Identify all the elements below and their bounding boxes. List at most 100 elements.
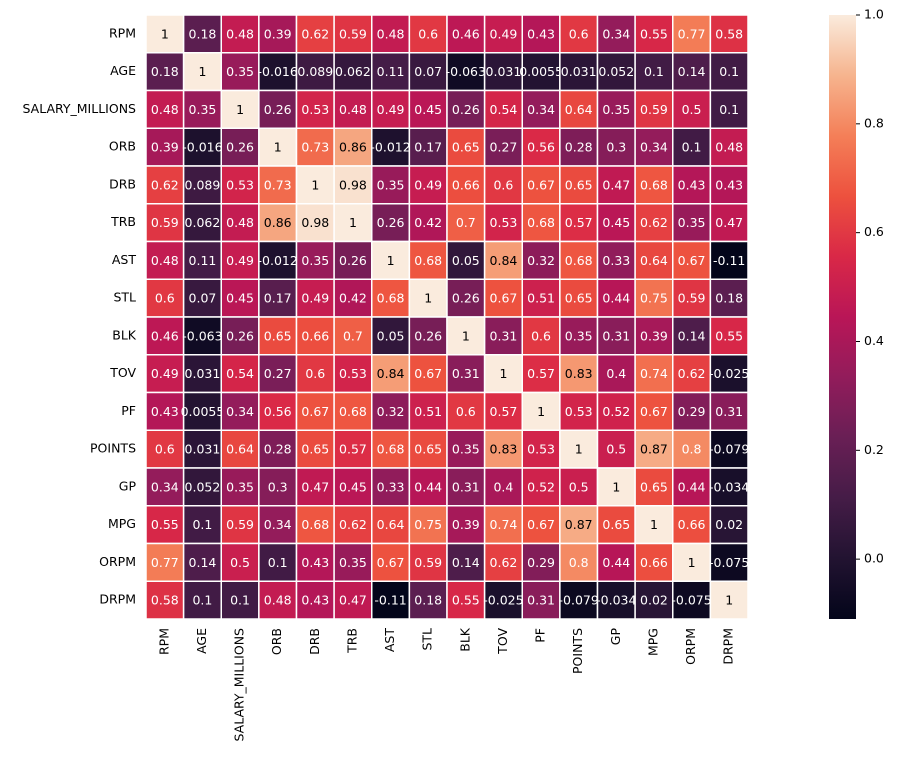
heatmap-cell (559, 240, 599, 280)
cell-label: 0.47 (602, 177, 630, 192)
heatmap-cell (521, 203, 561, 243)
cell-label: 0.35 (377, 177, 405, 192)
cell-label: 0.39 (264, 26, 292, 41)
cell-label: 0.64 (377, 517, 405, 532)
cell-label: 0.1 (192, 593, 212, 608)
cell-label: 0.6 (155, 291, 175, 306)
cell-label: 0.68 (301, 517, 329, 532)
cell-label: 0.35 (226, 479, 254, 494)
heatmap-cell (220, 316, 260, 356)
cell-label: 0.42 (414, 215, 442, 230)
heatmap-cell (596, 505, 636, 545)
cell-label: 1 (725, 593, 733, 608)
cell-label: 0.53 (339, 366, 367, 381)
heatmap-cell (220, 354, 260, 394)
cell-label: 1 (349, 215, 357, 230)
heatmap-cell (145, 52, 185, 92)
heatmap-cell (559, 429, 599, 469)
cell-label: 0.62 (151, 177, 179, 192)
cell-label: 0.45 (339, 479, 367, 494)
cell-label: 0.031 (185, 366, 221, 381)
heatmap-cell (408, 391, 448, 431)
cell-label: 0.59 (226, 517, 254, 532)
cell-label: 0.02 (640, 593, 668, 608)
cell-label: 0.48 (377, 26, 405, 41)
heatmap-cell (521, 316, 561, 356)
cell-label: 0.1 (268, 555, 288, 570)
heatmap-cell (182, 203, 222, 243)
heatmap-cell (258, 354, 298, 394)
cell-label: 0.27 (264, 366, 292, 381)
cell-label: 0.052 (185, 479, 221, 494)
cell-label: 0.75 (640, 291, 668, 306)
heatmap-cell (408, 278, 448, 318)
cell-label: 0.31 (602, 328, 630, 343)
cell-label: 0.31 (527, 593, 555, 608)
cell-label: 0.6 (155, 442, 175, 457)
cell-label: 0.65 (565, 291, 593, 306)
cell-label: 1 (198, 64, 206, 79)
cell-label: 0.83 (490, 442, 518, 457)
cell-label: 0.3 (268, 479, 288, 494)
cell-label: 0.48 (226, 26, 254, 41)
cell-label: 1 (387, 253, 395, 268)
cell-label: 0.48 (226, 215, 254, 230)
cell-label: -0.012 (258, 253, 298, 268)
cell-label: -0.11 (374, 593, 406, 608)
heatmap-cell (709, 316, 749, 356)
cell-label: 0.48 (715, 140, 743, 155)
cell-label: 0.26 (452, 102, 480, 117)
cell-label: 0.17 (264, 291, 292, 306)
cell-label: 0.43 (301, 593, 329, 608)
heatmap-cell (333, 505, 373, 545)
cell-label: 0.6 (305, 366, 325, 381)
cell-label: 0.54 (226, 366, 254, 381)
cell-label: 0.42 (339, 291, 367, 306)
cell-label: 0.56 (264, 404, 292, 419)
y-tick-label: BLK (112, 327, 137, 342)
cell-label: 0.34 (226, 404, 254, 419)
heatmap-cell (446, 278, 486, 318)
heatmap-cell (596, 542, 636, 582)
heatmap-cell (220, 127, 260, 167)
cell-label: 0.65 (414, 442, 442, 457)
heatmap-cell (295, 165, 335, 205)
y-tick-label: GP (119, 478, 137, 493)
heatmap-cell (295, 127, 335, 167)
cell-label: 0.58 (715, 26, 743, 41)
cell-label: 0.35 (301, 253, 329, 268)
cell-label: 0.33 (602, 253, 630, 268)
heatmap-cell (333, 316, 373, 356)
cell-label: 0.07 (189, 291, 217, 306)
cell-label: 0.86 (339, 140, 367, 155)
x-tick-label: AGE (194, 628, 209, 654)
y-tick-label: AST (112, 252, 136, 267)
cell-label: 0.29 (678, 404, 706, 419)
cell-label: 0.74 (640, 366, 668, 381)
heatmap-cell (672, 542, 712, 582)
cell-label: 0.66 (301, 328, 329, 343)
cell-label: 0.089 (185, 177, 221, 192)
cell-label: 1 (688, 555, 696, 570)
heatmap-cell (258, 52, 298, 92)
cell-label: 0.31 (490, 328, 518, 343)
cell-label: 0.11 (189, 253, 217, 268)
cell-label: 0.35 (339, 555, 367, 570)
heatmap-cell (446, 203, 486, 243)
heatmap-cell (521, 354, 561, 394)
heatmap-cell (371, 52, 411, 92)
heatmap-cell (295, 203, 335, 243)
heatmap-cell (145, 127, 185, 167)
x-tick-label: GP (608, 628, 623, 646)
cell-label: 1 (650, 517, 658, 532)
heatmap-cell (559, 580, 599, 620)
cell-label: 0.68 (414, 253, 442, 268)
heatmap-cell (220, 580, 260, 620)
heatmap-cell (521, 580, 561, 620)
cell-label: 0.64 (640, 253, 668, 268)
heatmap-cell (634, 14, 674, 54)
cell-label: 0.52 (602, 404, 630, 419)
heatmap-cell (182, 580, 222, 620)
cell-label: 0.44 (414, 479, 442, 494)
